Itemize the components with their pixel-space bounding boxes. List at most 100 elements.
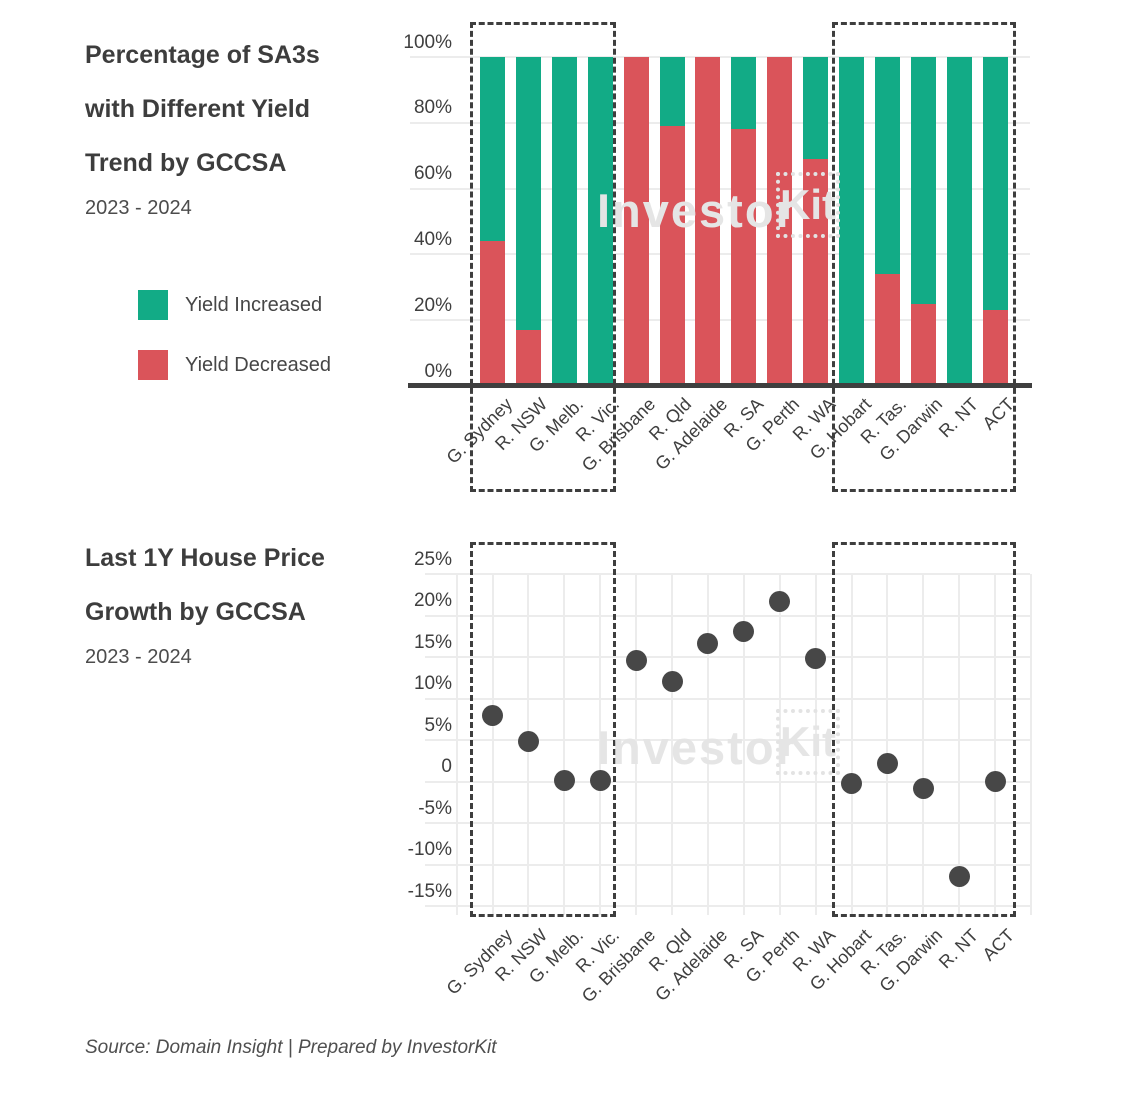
y-gridline <box>410 253 1030 256</box>
scatter-point <box>482 705 503 727</box>
scatter-point <box>661 671 683 693</box>
bottom-chart-title-line: Last 1Y House Price <box>85 544 325 572</box>
v-gridline <box>527 574 530 915</box>
y-axis-label: 80% <box>413 97 452 119</box>
top-chart-title-line: Percentage of SA3s <box>85 41 320 69</box>
bar-segment-yield-increased <box>803 57 829 159</box>
v-gridline <box>922 574 925 915</box>
x-axis-label: R. SA <box>719 394 767 442</box>
y-axis-label: 0 <box>441 756 452 777</box>
x-axis-label: R. NT <box>934 925 983 973</box>
x-axis-label: R. NSW <box>491 394 552 455</box>
legend-label-yield-decreased: Yield Decreased <box>185 354 332 376</box>
v-gridline <box>742 574 745 915</box>
bar-segment-yield-decreased <box>480 241 505 386</box>
scatter-point <box>805 648 827 670</box>
v-gridline <box>778 574 781 915</box>
watermark-boxed-text: Kit <box>780 181 836 228</box>
bar-segment-yield-decreased <box>515 330 541 386</box>
v-gridline <box>958 574 961 915</box>
v-gridline <box>706 574 709 915</box>
bottom-chart-title-line: Growth by GCCSA <box>85 598 306 626</box>
y-axis-label: -10% <box>407 839 452 860</box>
top-chart-header: Percentage of SA3s with Different Yield … <box>85 28 320 222</box>
x-axis-label: R. Tas. <box>857 925 911 979</box>
watermark-text: Investor <box>597 721 796 774</box>
scatter-point <box>733 620 755 642</box>
y-gridline <box>410 56 1030 58</box>
scatter-point <box>948 866 970 888</box>
x-axis-label: R. NSW <box>491 925 552 986</box>
x-axis-label: G. Brisbane <box>577 394 660 476</box>
y-gridline <box>425 863 1030 866</box>
legend-label-yield-increased: Yield Increased <box>185 294 323 316</box>
y-axis-label: 100% <box>403 31 452 53</box>
bar-segment-yield-increased <box>551 57 577 386</box>
watermark-boxed-text: Kit <box>780 718 836 765</box>
y-gridline <box>425 656 1030 658</box>
bar-segment-yield-decreased <box>623 57 649 386</box>
bottom-chart-subtitle: 2023 - 2024 <box>85 646 192 668</box>
x-axis-label: R. Vic. <box>571 394 624 446</box>
watermark-logo-box: Kit <box>776 172 840 238</box>
v-gridline <box>455 574 458 915</box>
bar-segment-yield-decreased <box>910 303 936 386</box>
legend-swatch-decreased-icon <box>138 350 168 380</box>
x-axis-label: G. Perth <box>741 925 803 987</box>
bar-segment-yield-decreased <box>695 57 721 386</box>
x-axis-label: G. Sydney <box>442 925 516 999</box>
y-axis-label: 20% <box>413 590 452 611</box>
x-axis-label: R. Vic. <box>571 925 624 977</box>
watermark-logo-box: Kit <box>776 709 840 775</box>
x-axis-label: R. Tas. <box>857 394 911 448</box>
scatter-point <box>841 772 862 794</box>
x-axis-label: R. Qld <box>644 925 696 976</box>
y-gridline <box>425 905 1030 907</box>
bar-segment-yield-decreased <box>803 158 829 386</box>
x-axis-label: G. Melb. <box>525 394 588 457</box>
bar-segment-yield-decreased <box>874 274 900 386</box>
v-gridline <box>635 574 638 915</box>
y-gridline <box>410 187 1030 190</box>
x-axis-label: ACT <box>978 394 1019 434</box>
bar-segment-yield-increased <box>910 57 936 304</box>
highlight-box <box>470 22 616 492</box>
bottom-chart-header: Last 1Y House Price Growth by GCCSA 2023… <box>85 531 325 671</box>
bar-segment-yield-increased <box>587 57 613 386</box>
bar-segment-yield-increased <box>659 57 685 127</box>
x-axis-label: G. Sydney <box>442 394 516 468</box>
v-gridline <box>599 574 602 915</box>
v-gridline <box>1030 574 1032 915</box>
x-axis-label: ACT <box>978 925 1019 965</box>
bar-segment-yield-increased <box>731 57 757 130</box>
highlight-box <box>470 542 616 917</box>
scatter-point <box>912 777 934 799</box>
x-axis-label: G. Adelaide <box>651 394 732 474</box>
y-gridline <box>425 739 1030 741</box>
top-chart-title-line: Trend by GCCSA <box>85 149 287 177</box>
x-axis-label: G. Melb. <box>525 925 588 988</box>
scatter-point <box>697 633 719 655</box>
v-gridline <box>994 574 997 915</box>
y-axis-label: 10% <box>413 673 452 694</box>
y-gridline <box>410 121 1030 124</box>
y-gridline <box>425 697 1030 700</box>
y-gridline <box>410 319 1030 322</box>
scatter-point <box>553 770 575 792</box>
y-gridline <box>425 822 1030 824</box>
bar-segment-yield-increased <box>946 57 972 386</box>
x-axis-label: G. Adelaide <box>651 925 732 1005</box>
y-axis-label: 15% <box>413 631 452 653</box>
top-chart-title-line: with Different Yield <box>85 95 311 123</box>
scatter-point <box>769 590 791 612</box>
scatter-point <box>517 731 539 753</box>
y-axis-label: 5% <box>424 714 452 736</box>
bar-segment-yield-increased <box>982 57 1008 311</box>
v-gridline <box>850 574 853 915</box>
y-axis-label: 0% <box>424 360 452 382</box>
bar-segment-yield-decreased <box>659 126 685 386</box>
y-axis-label: 20% <box>413 294 452 316</box>
x-axis-label: R. Qld <box>644 394 696 445</box>
source-note: Source: Domain Insight | Prepared by Inv… <box>85 1037 497 1058</box>
